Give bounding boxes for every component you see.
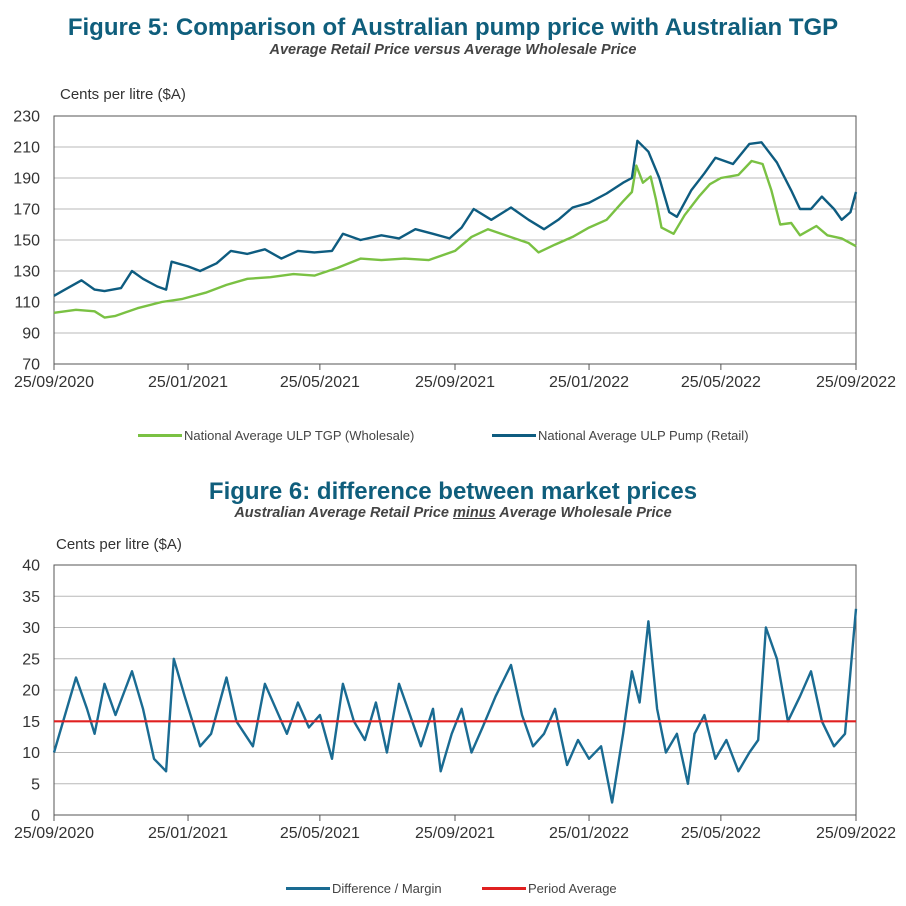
chart1-x-tick-3: 25/09/2021	[415, 374, 495, 391]
chart2-y-tick-4: 20	[22, 683, 40, 700]
chart2-x-tick-5: 25/05/2022	[681, 825, 761, 840]
legend-label-margin: Difference / Margin	[332, 881, 442, 896]
chart1-series-1-line	[53, 139, 858, 297]
chart2-y-tick-1: 5	[31, 776, 40, 793]
chart2-y-tick-8: 40	[22, 558, 40, 575]
chart1-y-tick-2: 110	[14, 295, 40, 312]
chart1-y-tick-4: 150	[13, 233, 40, 250]
chart2-y-tick-3: 15	[22, 714, 40, 731]
chart2-series-0-line	[52, 608, 858, 804]
legend-item-average: Period Average	[482, 881, 617, 896]
legend-swatch-margin	[286, 887, 330, 890]
chart1-x-tick-1: 25/01/2021	[148, 374, 228, 391]
figure5-title: Figure 5: Comparison of Australian pump …	[67, 14, 839, 41]
chart1-y-tick-6: 190	[13, 171, 40, 188]
figure5-subtitle: Average Retail Price versus Average Whol…	[269, 42, 637, 58]
chart1-x-tick-5: 25/05/2022	[681, 374, 761, 391]
chart1-x-tick-0: 25/09/2020	[14, 374, 94, 391]
legend-swatch-average	[482, 887, 526, 890]
chart1-y-tick-0: 70	[22, 357, 40, 374]
chart2-y-tick-0: 0	[31, 808, 40, 825]
chart2-y-tick-5: 25	[22, 651, 40, 668]
chart1-x-tick-4: 25/01/2022	[549, 374, 629, 391]
legend-item-wholesale: National Average ULP TGP (Wholesale)	[138, 428, 414, 443]
figure6-subtitle: Australian Average Retail Price minus Av…	[0, 505, 906, 521]
chart1-y-tick-5: 170	[13, 202, 40, 219]
figure6-title: Figure 6: difference between market pric…	[208, 478, 698, 505]
figure6-legend: Difference / Margin Period Average	[0, 881, 906, 901]
chart1-y-tick-1: 90	[22, 326, 40, 343]
chart2-x-tick-3: 25/09/2021	[415, 825, 495, 840]
figure5-y-axis-label: Cents per litre ($A)	[60, 86, 186, 103]
legend-item-retail: National Average ULP Pump (Retail)	[492, 428, 749, 443]
chart2-x-tick-4: 25/01/2022	[549, 825, 629, 840]
chart1-y-tick-7: 210	[13, 140, 40, 157]
chart1-y-tick-8: 230	[13, 109, 40, 126]
figure5-chart: 70 90 110 130 150 170 190 210 230 25/09/2020 25/01…	[13, 109, 896, 392]
legend-label-wholesale: National Average ULP TGP (Wholesale)	[184, 428, 415, 443]
figure6-subtitle-minus: minus	[453, 505, 496, 521]
chart2-x-tick-2: 25/05/2021	[280, 825, 360, 840]
chart1-y-tick-3: 130	[13, 264, 40, 281]
figure6-y-axis-label: Cents per litre ($A)	[56, 536, 182, 553]
legend-item-margin: Difference / Margin	[286, 881, 442, 896]
chart2-y-tick-2: 10	[22, 745, 40, 762]
chart1-x-tick-6: 25/09/2022	[816, 374, 896, 391]
chart2-y-tick-6: 30	[22, 620, 40, 637]
figure6-subtitle-end: Average Wholesale Price	[495, 505, 672, 521]
legend-swatch-wholesale	[138, 434, 182, 437]
legend-swatch-retail	[492, 434, 536, 437]
chart2-x-tick-1: 25/01/2021	[148, 825, 228, 840]
figure6-subtitle-start: Australian Average Retail Price	[234, 505, 453, 521]
chart1-series-0-line	[53, 159, 857, 319]
chart1-x-tick-2: 25/05/2021	[280, 374, 360, 391]
chart2-x-tick-6: 25/09/2022	[816, 825, 896, 840]
chart2-y-tick-7: 35	[22, 589, 40, 606]
figure5-legend: National Average ULP TGP (Wholesale) Nat…	[0, 428, 906, 448]
figure6-chart: 0 5 10 15 20 25 30 35 40 25/09/2020 25/01/2021 25/0…	[14, 558, 896, 841]
legend-label-average: Period Average	[528, 881, 617, 896]
chart2-x-tick-0: 25/09/2020	[14, 825, 94, 840]
legend-label-retail: National Average ULP Pump (Retail)	[538, 428, 749, 443]
